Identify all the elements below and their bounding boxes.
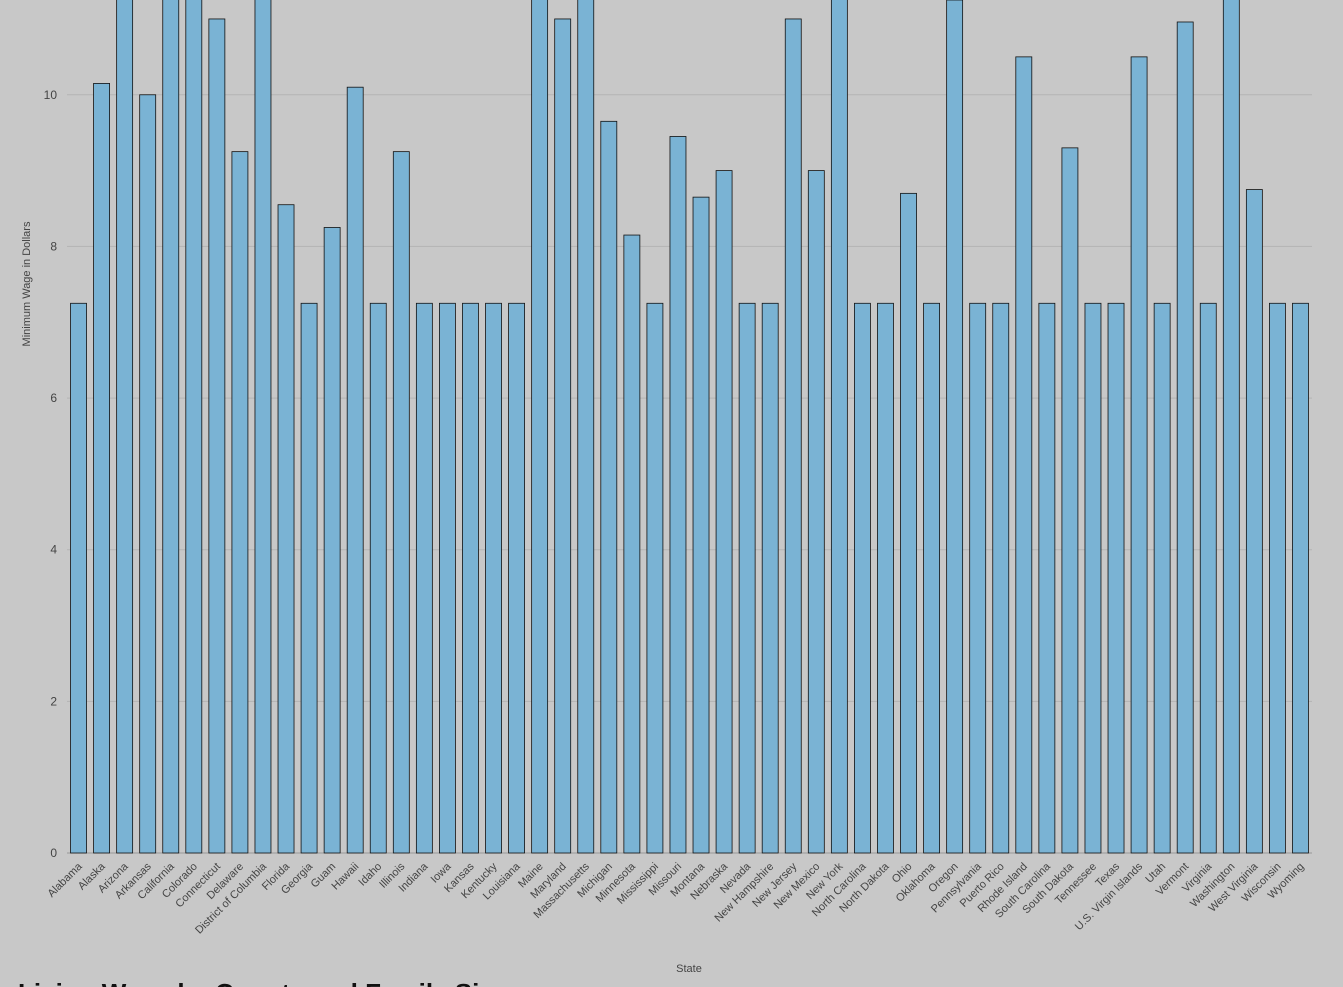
y-tick-label: 10 (44, 88, 58, 102)
bar (1245, 189, 1263, 854)
bar (369, 302, 387, 854)
bar (1292, 302, 1309, 854)
bar (208, 18, 226, 854)
y-tick-label: 8 (50, 239, 57, 253)
bar (992, 302, 1010, 854)
bar (946, 0, 964, 854)
page-heading: Living Wage by County and Family Size (18, 978, 507, 987)
bar (1269, 302, 1286, 854)
bar (116, 0, 134, 854)
bar (969, 302, 987, 854)
bar (554, 18, 572, 854)
bar (1107, 302, 1125, 854)
bar (162, 0, 180, 854)
bar (462, 302, 479, 854)
bar (1199, 302, 1217, 854)
bar (923, 302, 940, 854)
bar (623, 234, 641, 854)
bar (692, 196, 710, 854)
y-tick-label: 2 (50, 694, 57, 708)
bar (1222, 0, 1240, 854)
y-tick-label: 0 (50, 846, 57, 860)
bar (531, 0, 549, 854)
bar (508, 302, 525, 854)
bar (784, 18, 802, 854)
bar (323, 227, 341, 854)
bar (70, 302, 87, 854)
bar (715, 170, 733, 854)
bar (1061, 147, 1079, 854)
bar (485, 302, 502, 854)
bar (600, 120, 618, 854)
bar (877, 302, 894, 854)
bar (807, 170, 825, 854)
bar (669, 136, 687, 854)
bar (854, 302, 871, 854)
bar (277, 204, 295, 854)
bar (1084, 302, 1102, 854)
bar (830, 0, 848, 854)
bar (1130, 56, 1148, 854)
bar (185, 0, 203, 854)
bar (738, 302, 756, 854)
bar (577, 0, 595, 854)
y-tick-label: 4 (50, 543, 57, 557)
bar (254, 0, 272, 854)
bar (1015, 56, 1033, 854)
bar (346, 86, 364, 854)
bar (300, 302, 318, 854)
bar (93, 83, 110, 854)
bar (392, 151, 410, 854)
bar (1176, 21, 1194, 854)
bar (415, 302, 433, 854)
bar (1038, 302, 1056, 854)
bar (231, 151, 249, 854)
y-axis-label: Minimum Wage in Dollars (21, 221, 33, 346)
bar (439, 302, 456, 854)
bar (761, 302, 779, 854)
x-axis-label: State (676, 963, 702, 975)
bar (1153, 302, 1171, 854)
y-tick-label: 6 (50, 391, 57, 405)
bar (646, 302, 664, 854)
bar (139, 94, 157, 854)
bar (900, 192, 917, 854)
